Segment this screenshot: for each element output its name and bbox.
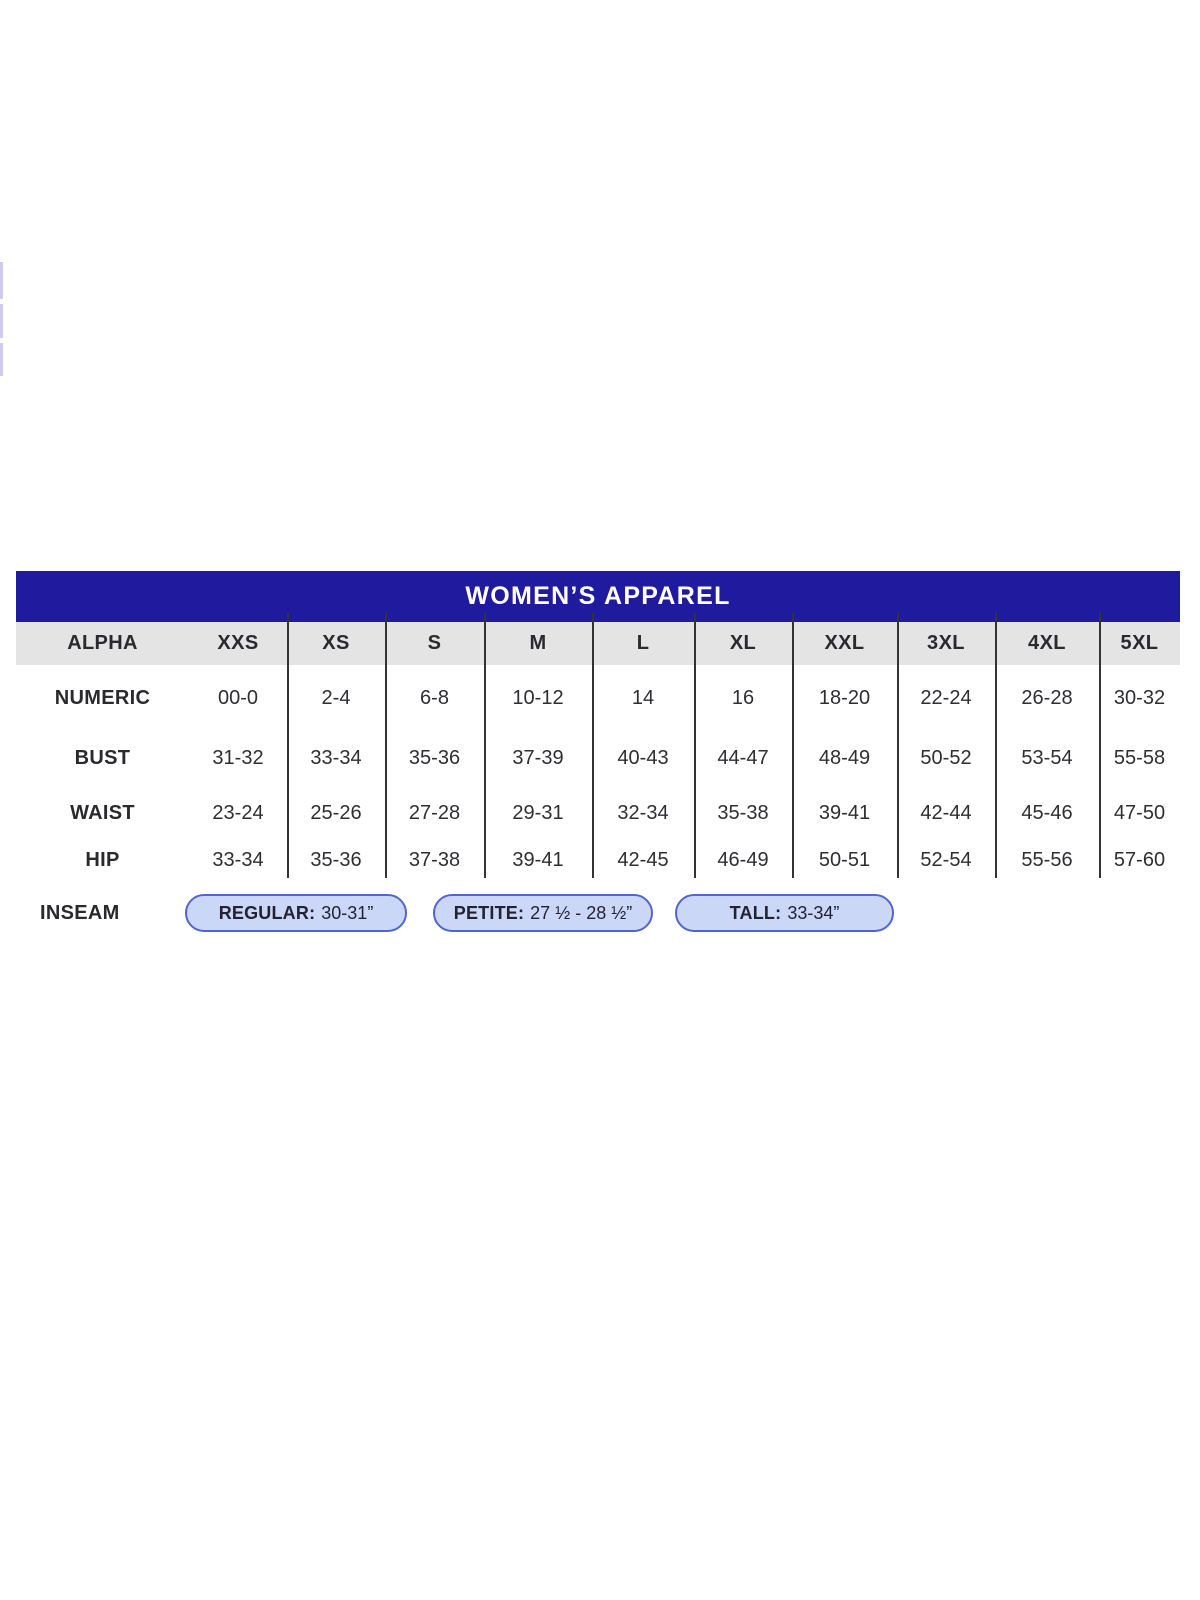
row-label-alpha: ALPHA bbox=[67, 632, 138, 654]
size-header-xxl: XXL bbox=[824, 632, 865, 654]
column-separator bbox=[592, 613, 594, 878]
table-cell: 55-56 bbox=[1021, 848, 1073, 871]
size-header-xl: XL bbox=[729, 632, 757, 654]
table-cell: 25-26 bbox=[310, 802, 362, 824]
table-cell: 52-54 bbox=[920, 848, 972, 871]
table-cell: 00-0 bbox=[217, 686, 259, 709]
left-edge-artifact bbox=[0, 304, 3, 338]
table-cell: 23-24 bbox=[212, 802, 264, 824]
table-cell: 6-8 bbox=[420, 686, 449, 709]
table-cell: 35-36 bbox=[310, 848, 362, 871]
table-row-hip: HIP 33-34 35-36 37-38 39-41 42-45 46-49 … bbox=[16, 841, 1180, 879]
table-cell: 32-34 bbox=[617, 802, 669, 824]
table-cell: 50-51 bbox=[818, 848, 871, 871]
table-cell: 39-41 bbox=[818, 802, 871, 824]
table-cell: 10-12 bbox=[512, 686, 564, 709]
inseam-pill-regular-label: REGULAR: bbox=[218, 902, 316, 923]
table-row-bust: BUST 31-32 33-34 35-36 37-39 40-43 44-47… bbox=[16, 731, 1180, 786]
inseam-pill-petite-label: PETITE: bbox=[453, 902, 525, 923]
table-cell: 26-28 bbox=[1021, 686, 1073, 709]
table-cell: 47-50 bbox=[1113, 802, 1166, 824]
size-table: ALPHA XXS XS S M L XL XXL 3XL 4XL 5XL NU… bbox=[16, 622, 1180, 879]
table-cell: 37-39 bbox=[512, 747, 564, 769]
table-row-waist: WAIST 23-24 25-26 27-28 29-31 32-34 35-3… bbox=[16, 786, 1180, 841]
table-cell: 44-47 bbox=[717, 747, 769, 769]
table-cell: 14 bbox=[631, 686, 655, 709]
size-header-xs: XS bbox=[322, 632, 350, 654]
table-cell: 18-20 bbox=[818, 686, 871, 709]
inseam-pill-tall: TALL: 33-34” bbox=[675, 894, 894, 932]
left-edge-artifact bbox=[0, 262, 3, 299]
table-cell: 40-43 bbox=[617, 747, 669, 769]
table-cell: 33-34 bbox=[310, 747, 362, 769]
row-label-hip: HIP bbox=[85, 848, 120, 871]
table-cell: 27-28 bbox=[408, 802, 461, 824]
row-label-inseam: INSEAM bbox=[40, 902, 120, 924]
size-header-s: S bbox=[427, 632, 442, 654]
table-row-numeric: NUMERIC 00-0 2-4 6-8 10-12 14 16 18-20 2… bbox=[16, 665, 1180, 731]
row-label-numeric: NUMERIC bbox=[54, 686, 151, 709]
size-header-4xl: 4XL bbox=[1028, 632, 1066, 654]
table-cell: 53-54 bbox=[1021, 747, 1073, 769]
column-separator bbox=[484, 613, 486, 878]
column-separator bbox=[694, 613, 696, 878]
table-cell: 48-49 bbox=[818, 747, 871, 769]
row-label-bust: BUST bbox=[74, 747, 131, 769]
table-cell: 45-46 bbox=[1021, 802, 1073, 824]
column-separator bbox=[792, 613, 794, 878]
size-header-5xl: 5XL bbox=[1120, 632, 1159, 654]
column-separator bbox=[287, 613, 289, 878]
inseam-pill-petite: PETITE: 27 ½ - 28 ½” bbox=[433, 894, 653, 932]
size-header-xxs: XXS bbox=[217, 632, 259, 654]
size-header-l: L bbox=[636, 632, 650, 654]
chart-title: WOMEN’S APPAREL bbox=[465, 582, 731, 610]
size-header-m: M bbox=[529, 632, 547, 654]
column-separator bbox=[995, 613, 997, 878]
table-cell: 35-38 bbox=[717, 802, 769, 824]
column-separator bbox=[897, 613, 899, 878]
table-cell: 57-60 bbox=[1113, 848, 1166, 871]
size-header-3xl: 3XL bbox=[927, 632, 965, 654]
table-cell: 39-41 bbox=[512, 848, 564, 871]
table-row-alpha: ALPHA XXS XS S M L XL XXL 3XL 4XL 5XL bbox=[16, 622, 1180, 665]
table-cell: 33-34 bbox=[212, 848, 264, 871]
column-separator bbox=[1099, 613, 1101, 878]
table-cell: 35-36 bbox=[408, 747, 461, 769]
table-cell: 2-4 bbox=[321, 686, 351, 709]
left-edge-artifact bbox=[0, 343, 3, 376]
table-cell: 37-38 bbox=[408, 848, 461, 871]
table-cell: 50-52 bbox=[920, 747, 972, 769]
inseam-pill-petite-value: 27 ½ - 28 ½” bbox=[530, 902, 633, 923]
table-cell: 29-31 bbox=[512, 802, 564, 824]
table-cell: 16 bbox=[731, 686, 755, 709]
table-cell: 22-24 bbox=[920, 686, 972, 709]
table-cell: 42-45 bbox=[617, 848, 669, 871]
table-cell: 42-44 bbox=[920, 802, 972, 824]
chart-title-bar: WOMEN’S APPAREL bbox=[16, 571, 1180, 622]
inseam-pill-regular-value: 30-31” bbox=[321, 902, 374, 923]
table-cell: 31-32 bbox=[212, 747, 264, 769]
inseam-pill-tall-label: TALL: bbox=[729, 902, 782, 923]
row-label-waist: WAIST bbox=[70, 802, 135, 824]
inseam-pill-regular: REGULAR: 30-31” bbox=[185, 894, 407, 932]
inseam-pill-tall-value: 33-34” bbox=[787, 902, 840, 923]
column-separator bbox=[385, 613, 387, 878]
table-cell: 46-49 bbox=[717, 848, 769, 871]
table-cell: 55-58 bbox=[1113, 747, 1166, 769]
table-cell: 30-32 bbox=[1113, 686, 1166, 709]
